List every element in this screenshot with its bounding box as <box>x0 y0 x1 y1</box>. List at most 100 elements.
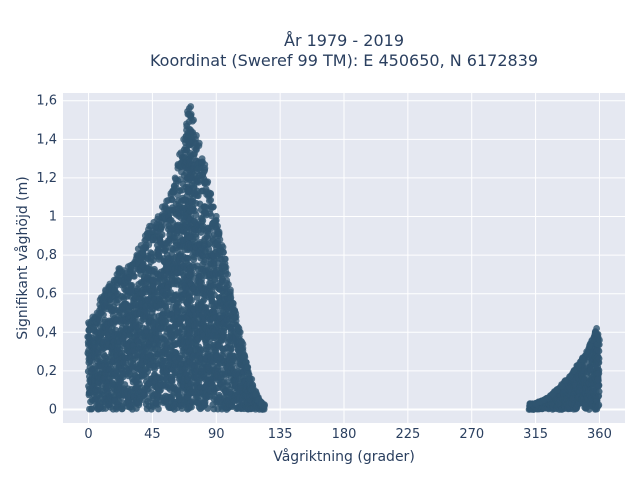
data-point <box>595 347 603 355</box>
data-point <box>177 149 185 157</box>
data-point <box>102 286 109 294</box>
x-tick-label: 135 <box>268 427 293 442</box>
data-point <box>153 399 160 406</box>
data-point <box>586 342 593 350</box>
data-point <box>210 203 217 211</box>
data-point <box>229 299 237 307</box>
x-tick-labels: 0 45 90 135 180 225 270 315 360 <box>84 427 611 442</box>
data-point <box>158 231 166 239</box>
data-point <box>137 242 145 249</box>
data-point <box>202 304 210 311</box>
chart-title-line1: År 1979 - 2019 <box>284 31 404 50</box>
data-point <box>104 383 112 391</box>
data-point <box>227 294 235 301</box>
data-point <box>526 400 534 408</box>
data-points <box>84 103 603 413</box>
data-point <box>224 271 232 278</box>
data-point <box>113 271 121 278</box>
data-point <box>570 367 578 375</box>
data-point <box>244 363 251 371</box>
data-point <box>171 174 179 182</box>
data-point <box>252 390 260 398</box>
data-point <box>193 132 200 139</box>
data-point <box>227 286 234 294</box>
data-point <box>261 402 268 410</box>
data-point <box>96 316 104 324</box>
data-point <box>207 379 215 387</box>
data-point <box>241 352 249 359</box>
data-point <box>595 388 603 396</box>
x-tick-label: 270 <box>459 427 484 442</box>
data-point <box>566 373 574 381</box>
data-point <box>154 213 162 220</box>
data-point <box>594 330 602 338</box>
data-point <box>227 345 235 353</box>
x-tick-label: 90 <box>208 427 225 442</box>
data-point <box>593 325 601 332</box>
data-point <box>198 279 206 287</box>
data-point <box>232 313 240 321</box>
data-point <box>193 294 201 302</box>
data-point <box>158 223 166 231</box>
data-point <box>97 294 105 301</box>
data-point <box>595 401 603 409</box>
data-point <box>588 336 596 344</box>
data-point <box>221 255 229 263</box>
data-point <box>220 248 227 256</box>
data-point <box>93 309 101 317</box>
data-point <box>176 354 184 362</box>
data-point <box>223 279 230 287</box>
data-point <box>188 296 195 304</box>
data-point <box>85 319 92 327</box>
data-point <box>190 116 197 124</box>
x-tick-label: 45 <box>144 427 161 442</box>
y-tick-label: 0,2 <box>36 364 57 379</box>
data-point <box>133 251 141 259</box>
data-point <box>184 110 192 118</box>
data-point <box>158 203 166 211</box>
data-point <box>198 155 206 163</box>
data-point <box>188 269 196 277</box>
x-tick-label: 315 <box>523 427 548 442</box>
data-point <box>199 217 207 224</box>
y-tick-label: 1 <box>49 210 57 225</box>
x-tick-label: 180 <box>332 427 357 442</box>
y-tick-label: 1,4 <box>36 132 57 147</box>
y-tick-label: 0,6 <box>36 287 57 302</box>
y-tick-label: 0,8 <box>36 248 57 263</box>
data-point <box>207 212 215 220</box>
data-point <box>180 135 188 143</box>
data-point <box>100 311 107 319</box>
chart-title-line2: Koordinat (Sweref 99 TM): E 450650, N 61… <box>150 51 538 70</box>
data-point <box>207 189 214 197</box>
data-point <box>141 232 149 240</box>
data-point <box>192 211 200 219</box>
x-tick-label: 0 <box>84 427 92 442</box>
data-point <box>155 405 162 413</box>
data-point <box>596 336 603 344</box>
data-point <box>150 218 158 226</box>
data-point <box>168 195 176 203</box>
data-point <box>235 325 243 332</box>
data-point <box>145 241 153 249</box>
y-tick-label: 0 <box>49 402 57 417</box>
data-point <box>162 303 170 310</box>
data-point <box>204 178 212 186</box>
y-tick-label: 1,2 <box>36 171 57 186</box>
y-tick-labels: 0 0,2 0,4 0,6 0,8 1 1,2 1,4 1,6 <box>36 94 57 418</box>
data-point <box>130 272 138 280</box>
data-point <box>218 242 226 249</box>
data-point <box>215 228 223 236</box>
y-tick-label: 1,6 <box>36 94 57 109</box>
data-point <box>183 120 190 128</box>
data-point <box>557 382 565 390</box>
data-point <box>161 318 169 326</box>
x-tick-label: 360 <box>587 427 612 442</box>
data-point <box>595 382 602 390</box>
data-point <box>594 375 602 383</box>
data-point <box>574 361 582 369</box>
data-point <box>595 355 603 363</box>
data-point <box>163 197 171 205</box>
data-point <box>238 338 246 346</box>
